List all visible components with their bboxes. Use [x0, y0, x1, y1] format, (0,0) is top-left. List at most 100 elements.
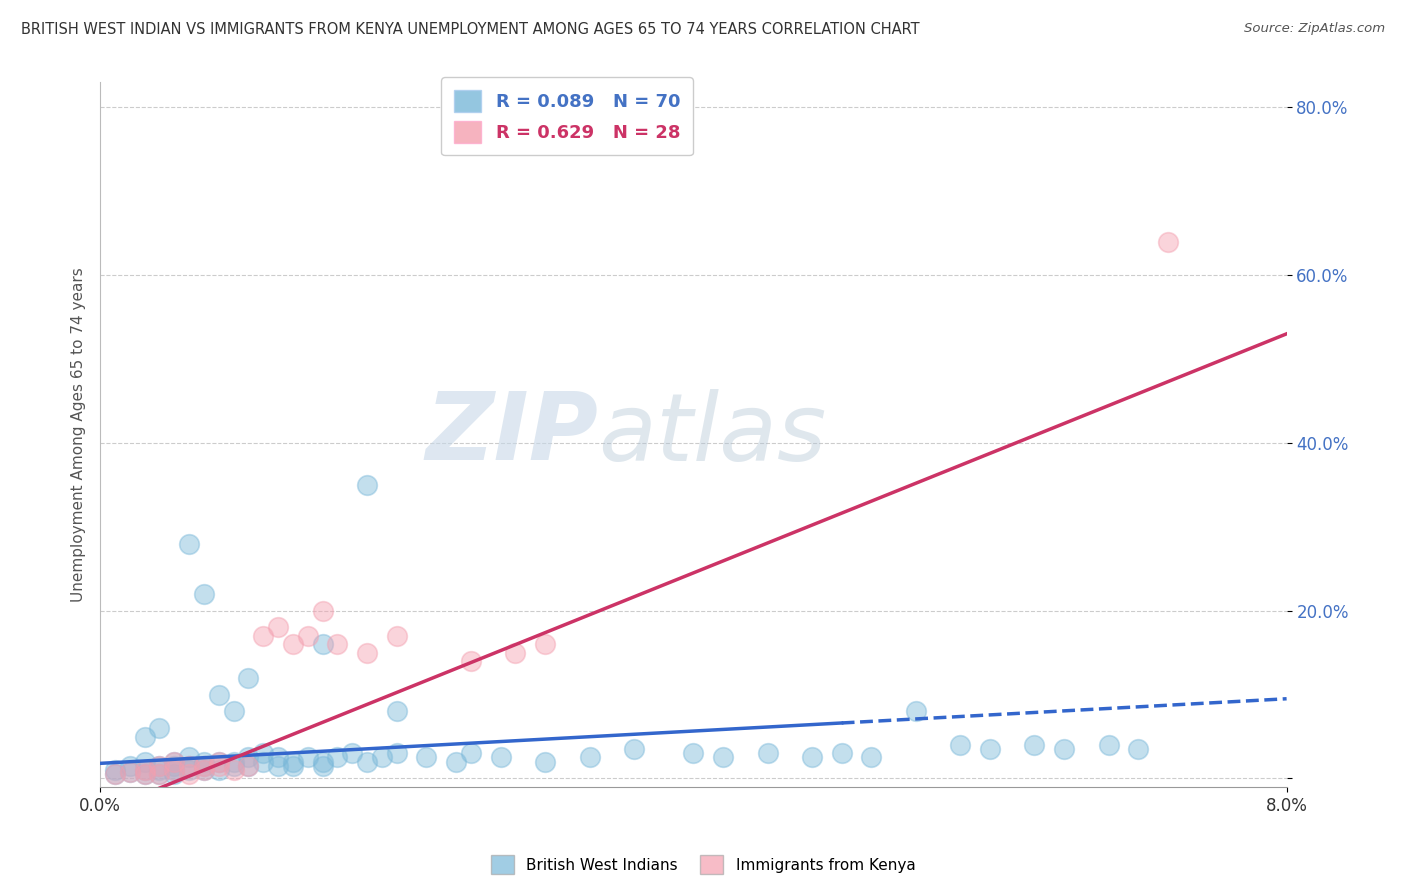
Point: [179, 759, 201, 773]
Point: [311, 604, 333, 618]
Point: [193, 759, 215, 773]
Point: [267, 750, 290, 764]
Point: [208, 759, 231, 773]
Point: [163, 759, 186, 773]
Point: [711, 750, 734, 764]
Point: [134, 730, 156, 744]
Point: [281, 637, 304, 651]
Point: [193, 763, 215, 777]
Point: [222, 759, 245, 773]
Point: [326, 637, 349, 651]
Point: [208, 763, 231, 777]
Point: [222, 755, 245, 769]
Point: [252, 755, 274, 769]
Point: [163, 767, 186, 781]
Point: [342, 746, 364, 760]
Text: ZIP: ZIP: [426, 389, 599, 481]
Point: [979, 742, 1001, 756]
Point: [148, 767, 170, 781]
Point: [297, 750, 319, 764]
Point: [193, 759, 215, 773]
Point: [179, 536, 201, 550]
Point: [179, 763, 201, 777]
Point: [460, 746, 482, 760]
Point: [134, 767, 156, 781]
Point: [756, 746, 779, 760]
Point: [163, 763, 186, 777]
Legend: R = 0.089   N = 70, R = 0.629   N = 28: R = 0.089 N = 70, R = 0.629 N = 28: [441, 77, 693, 155]
Point: [831, 746, 853, 760]
Point: [179, 767, 201, 781]
Point: [163, 763, 186, 777]
Point: [208, 755, 231, 769]
Point: [238, 759, 260, 773]
Point: [385, 629, 408, 643]
Point: [179, 750, 201, 764]
Point: [311, 759, 333, 773]
Point: [163, 755, 186, 769]
Point: [193, 587, 215, 601]
Point: [578, 750, 600, 764]
Point: [238, 750, 260, 764]
Point: [252, 746, 274, 760]
Point: [118, 759, 141, 773]
Point: [148, 759, 170, 773]
Point: [505, 646, 527, 660]
Point: [1157, 235, 1180, 249]
Point: [222, 763, 245, 777]
Point: [148, 721, 170, 735]
Point: [460, 654, 482, 668]
Point: [281, 759, 304, 773]
Y-axis label: Unemployment Among Ages 65 to 74 years: Unemployment Among Ages 65 to 74 years: [72, 267, 86, 602]
Point: [193, 763, 215, 777]
Point: [193, 755, 215, 769]
Point: [118, 764, 141, 779]
Point: [444, 755, 467, 769]
Point: [134, 763, 156, 777]
Point: [281, 755, 304, 769]
Point: [489, 750, 512, 764]
Point: [252, 629, 274, 643]
Point: [904, 704, 927, 718]
Text: Source: ZipAtlas.com: Source: ZipAtlas.com: [1244, 22, 1385, 36]
Point: [104, 763, 127, 777]
Point: [267, 759, 290, 773]
Point: [118, 764, 141, 779]
Point: [1053, 742, 1076, 756]
Point: [208, 688, 231, 702]
Point: [179, 759, 201, 773]
Point: [801, 750, 824, 764]
Point: [311, 755, 333, 769]
Point: [326, 750, 349, 764]
Point: [267, 620, 290, 634]
Point: [860, 750, 883, 764]
Point: [356, 755, 378, 769]
Point: [385, 704, 408, 718]
Point: [311, 637, 333, 651]
Point: [356, 478, 378, 492]
Point: [148, 759, 170, 773]
Point: [238, 671, 260, 685]
Point: [371, 750, 394, 764]
Point: [534, 637, 557, 651]
Point: [134, 767, 156, 781]
Point: [682, 746, 704, 760]
Point: [623, 742, 645, 756]
Point: [163, 755, 186, 769]
Point: [134, 755, 156, 769]
Point: [1128, 742, 1150, 756]
Point: [222, 704, 245, 718]
Point: [148, 763, 170, 777]
Text: atlas: atlas: [599, 389, 827, 480]
Point: [238, 759, 260, 773]
Point: [385, 746, 408, 760]
Text: BRITISH WEST INDIAN VS IMMIGRANTS FROM KENYA UNEMPLOYMENT AMONG AGES 65 TO 74 YE: BRITISH WEST INDIAN VS IMMIGRANTS FROM K…: [21, 22, 920, 37]
Point: [104, 767, 127, 781]
Point: [1097, 738, 1119, 752]
Point: [1024, 738, 1046, 752]
Point: [208, 755, 231, 769]
Point: [949, 738, 972, 752]
Point: [104, 767, 127, 781]
Point: [356, 646, 378, 660]
Point: [148, 767, 170, 781]
